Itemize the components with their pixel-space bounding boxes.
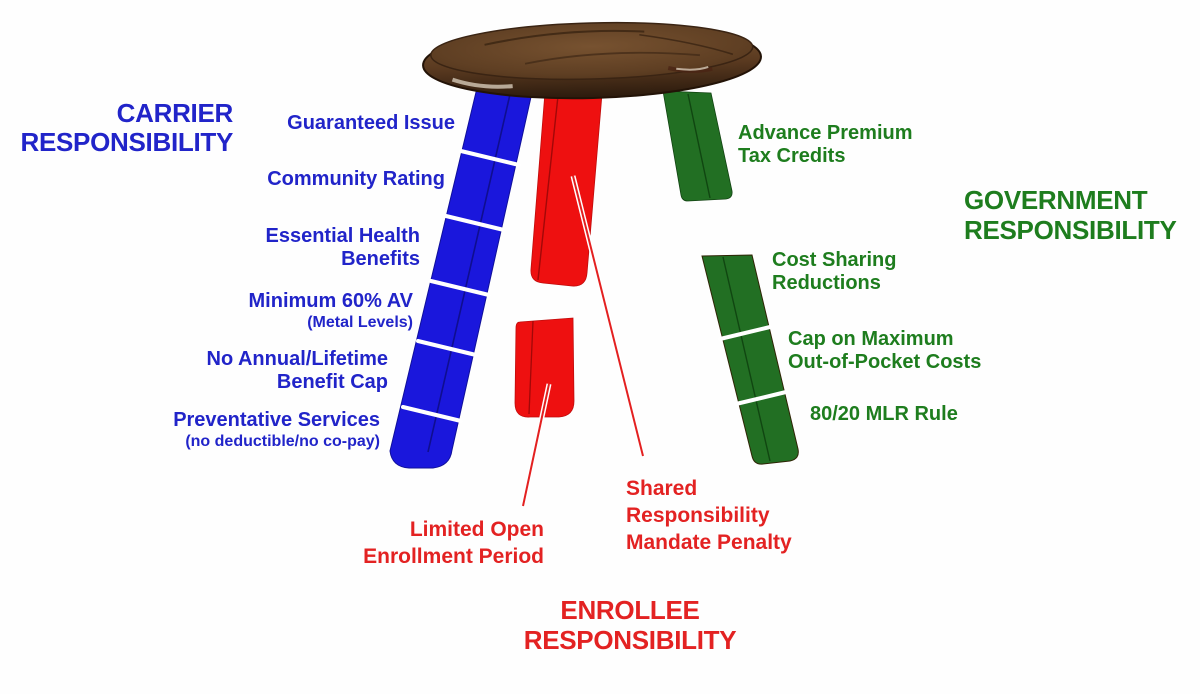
label-no-annual-lifetime-cap: No Annual/Lifetime Benefit Cap [206,348,388,393]
enrollee-heading-line2: RESPONSIBILITY [523,625,737,655]
label-essential-health-benefits: Essential Health Benefits [265,225,420,270]
government-leg-upper [662,90,733,202]
enrollee-leg-lower [514,317,575,418]
label-cap-on-max-out-of-pocket: Cap on Maximum Out-of-Pocket Costs [788,328,982,373]
label-advance-premium-tax-credits: Advance Premium Tax Credits [738,122,913,167]
carrier-leg-segment-cuts [401,149,521,423]
label-community-rating: Community Rating [267,168,445,190]
label-80-20-mlr-rule: 80/20 MLR Rule [810,403,958,425]
enrollee-responsibility-heading: ENROLLEE RESPONSIBILITY [448,595,812,655]
label-cost-sharing-reductions: Cost Sharing Reductions [772,249,897,294]
government-heading-line2: RESPONSIBILITY [964,215,1177,245]
label-limited-open-enrollment: Limited Open Enrollment Period [363,518,544,568]
stool-seat [422,21,762,100]
carrier-leg [389,87,534,469]
government-leg-lower [701,254,799,465]
carrier-responsibility-heading: CARRIER RESPONSIBILITY [21,99,234,157]
enrollee-heading-line1: ENROLLEE [560,595,700,625]
government-heading-line1: GOVERNMENT [964,185,1148,215]
carrier-heading-line1: CARRIER [116,98,234,128]
enrollee-leg-upper [530,91,603,287]
label-minimum-60-av: Minimum 60% AV (Metal Levels) [248,290,413,331]
carrier-heading-line2: RESPONSIBILITY [20,127,234,157]
government-leg-segment-cuts [718,325,788,406]
callout-line-shared-responsibility [570,175,646,457]
label-preventative-services: Preventative Services (no deductible/no … [173,409,380,450]
label-guaranteed-issue: Guaranteed Issue [287,112,455,134]
government-responsibility-heading: GOVERNMENT RESPONSIBILITY [964,185,1177,245]
callout-line-limited-open [520,383,552,507]
label-shared-responsibility-mandate-penalty: Shared Responsibility Mandate Penalty [626,477,792,554]
